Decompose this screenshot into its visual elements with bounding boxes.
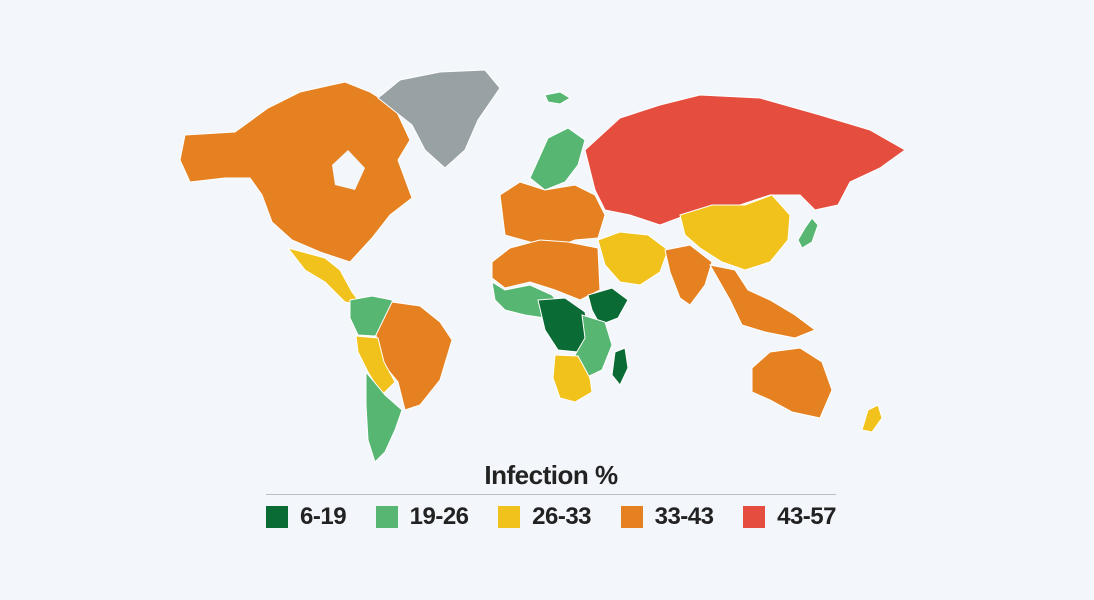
region-japan xyxy=(797,217,819,249)
region-europe xyxy=(499,181,606,249)
region-russia xyxy=(584,94,906,226)
legend-item-26-33: 26-33 xyxy=(498,503,592,531)
region-greenland xyxy=(377,69,501,169)
legend-swatch xyxy=(266,506,288,528)
region-india xyxy=(664,244,713,306)
region-southern-cone xyxy=(365,370,403,463)
region-peru-bolivia xyxy=(355,335,396,396)
legend-divider xyxy=(266,494,836,495)
region-new-zealand xyxy=(861,404,883,433)
region-horn-of-africa xyxy=(587,287,629,326)
legend-item-19-26: 19-26 xyxy=(375,503,469,531)
legend-label: 26-33 xyxy=(532,503,592,530)
legend-swatch xyxy=(743,506,766,528)
region-iceland xyxy=(544,91,571,105)
region-australia xyxy=(751,347,833,419)
legend-item-6-19: 6-19 xyxy=(266,503,347,531)
legend-swatch xyxy=(375,506,398,528)
legend-item-33-43: 33-43 xyxy=(620,503,714,531)
legend-label: 6-19 xyxy=(300,503,347,530)
region-madagascar xyxy=(611,347,629,386)
region-china xyxy=(679,194,791,271)
legend-label: 19-26 xyxy=(409,503,469,530)
region-southeast-asia xyxy=(709,264,817,339)
region-brazil xyxy=(375,301,453,411)
region-north-america xyxy=(179,81,413,263)
region-east-africa xyxy=(574,314,613,379)
legend-items: 6-19 19-26 26-33 33-43 43-57 xyxy=(266,503,836,531)
legend-swatch xyxy=(498,506,521,528)
legend-label: 43-57 xyxy=(777,503,836,530)
world-choropleth-map xyxy=(179,69,906,463)
region-middle-east xyxy=(597,231,669,286)
legend: Infection % 6-19 19-26 26-33 33-43 43-57 xyxy=(266,458,836,531)
legend-swatch xyxy=(620,506,643,528)
region-hudson-bay xyxy=(332,150,365,190)
legend-title: Infection % xyxy=(484,460,618,490)
legend-item-43-57: 43-57 xyxy=(743,503,836,531)
region-scandinavia xyxy=(529,127,586,191)
legend-label: 33-43 xyxy=(654,503,714,530)
region-southern-africa xyxy=(552,354,593,403)
